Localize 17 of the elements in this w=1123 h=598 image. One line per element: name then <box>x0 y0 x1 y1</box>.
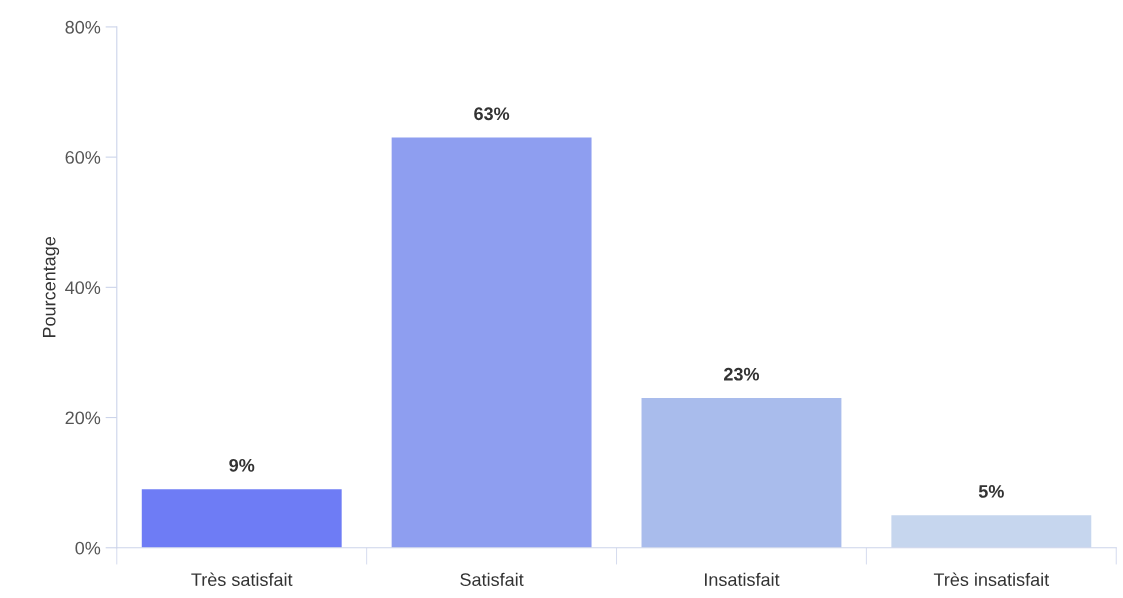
data-label: 23% <box>724 367 760 381</box>
y-tick-label: 20% <box>65 411 101 425</box>
bar <box>641 398 842 548</box>
y-tick-label: 60% <box>65 151 101 164</box>
data-label: 5% <box>978 485 1004 498</box>
x-tick-label: Satisfait <box>460 572 524 587</box>
bar <box>141 489 342 548</box>
y-tick-label: 80% <box>65 20 101 34</box>
x-tick-label: Insatisfait <box>705 572 780 587</box>
y-axis-title: Pourcentage <box>42 236 60 338</box>
x-tick-label: Très satisfait <box>191 572 293 587</box>
data-label: 63% <box>474 107 510 121</box>
bar <box>391 137 592 548</box>
y-tick-label: 40% <box>65 281 101 295</box>
x-tick-label: Très insatisfait <box>933 572 1050 587</box>
data-label: 9% <box>229 458 255 472</box>
y-tick-label: 0% <box>75 541 101 555</box>
